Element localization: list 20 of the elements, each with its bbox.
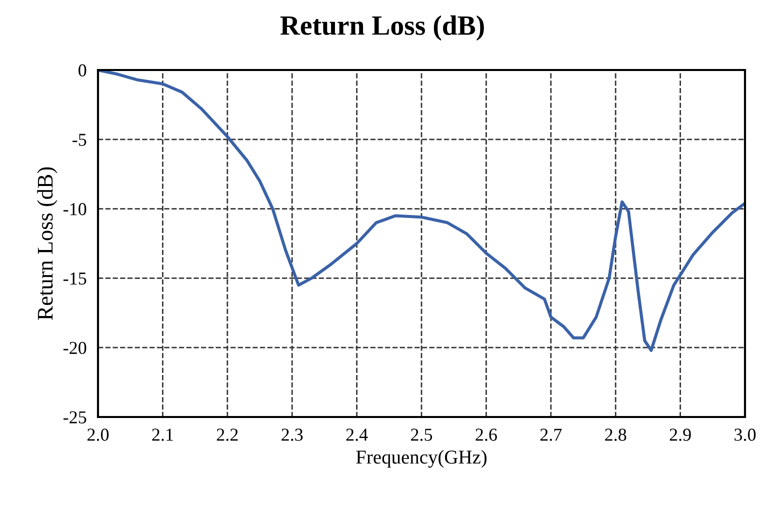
y-tick-label: -20 [63,342,86,354]
x-tick-label: 2.3 [282,428,303,441]
x-tick-label: 2.2 [216,428,238,441]
y-axis-title: Return Loss (dB) [37,167,58,320]
y-tick-label: 0 [78,64,86,76]
y-tick-label: -25 [63,411,86,424]
y-tick-label: -5 [72,134,86,146]
x-tick-label: 2.5 [411,428,432,441]
x-axis-title: Frequency(GHz) [356,450,487,468]
x-tick-label: 3.0 [734,428,756,441]
x-tick-label: 2.1 [152,428,173,441]
x-tick-label: 2.7 [540,428,562,441]
y-tick-label: -15 [63,272,86,285]
x-tick-label: 2.6 [476,428,497,441]
chart-title: Return Loss (dB) [280,15,484,41]
x-tick-label: 2.4 [346,428,368,441]
x-tick-label: 2.0 [88,428,109,441]
x-tick-label: 2.8 [605,428,626,441]
y-tick-label: -10 [63,203,86,216]
x-tick-label: 2.9 [670,428,691,441]
